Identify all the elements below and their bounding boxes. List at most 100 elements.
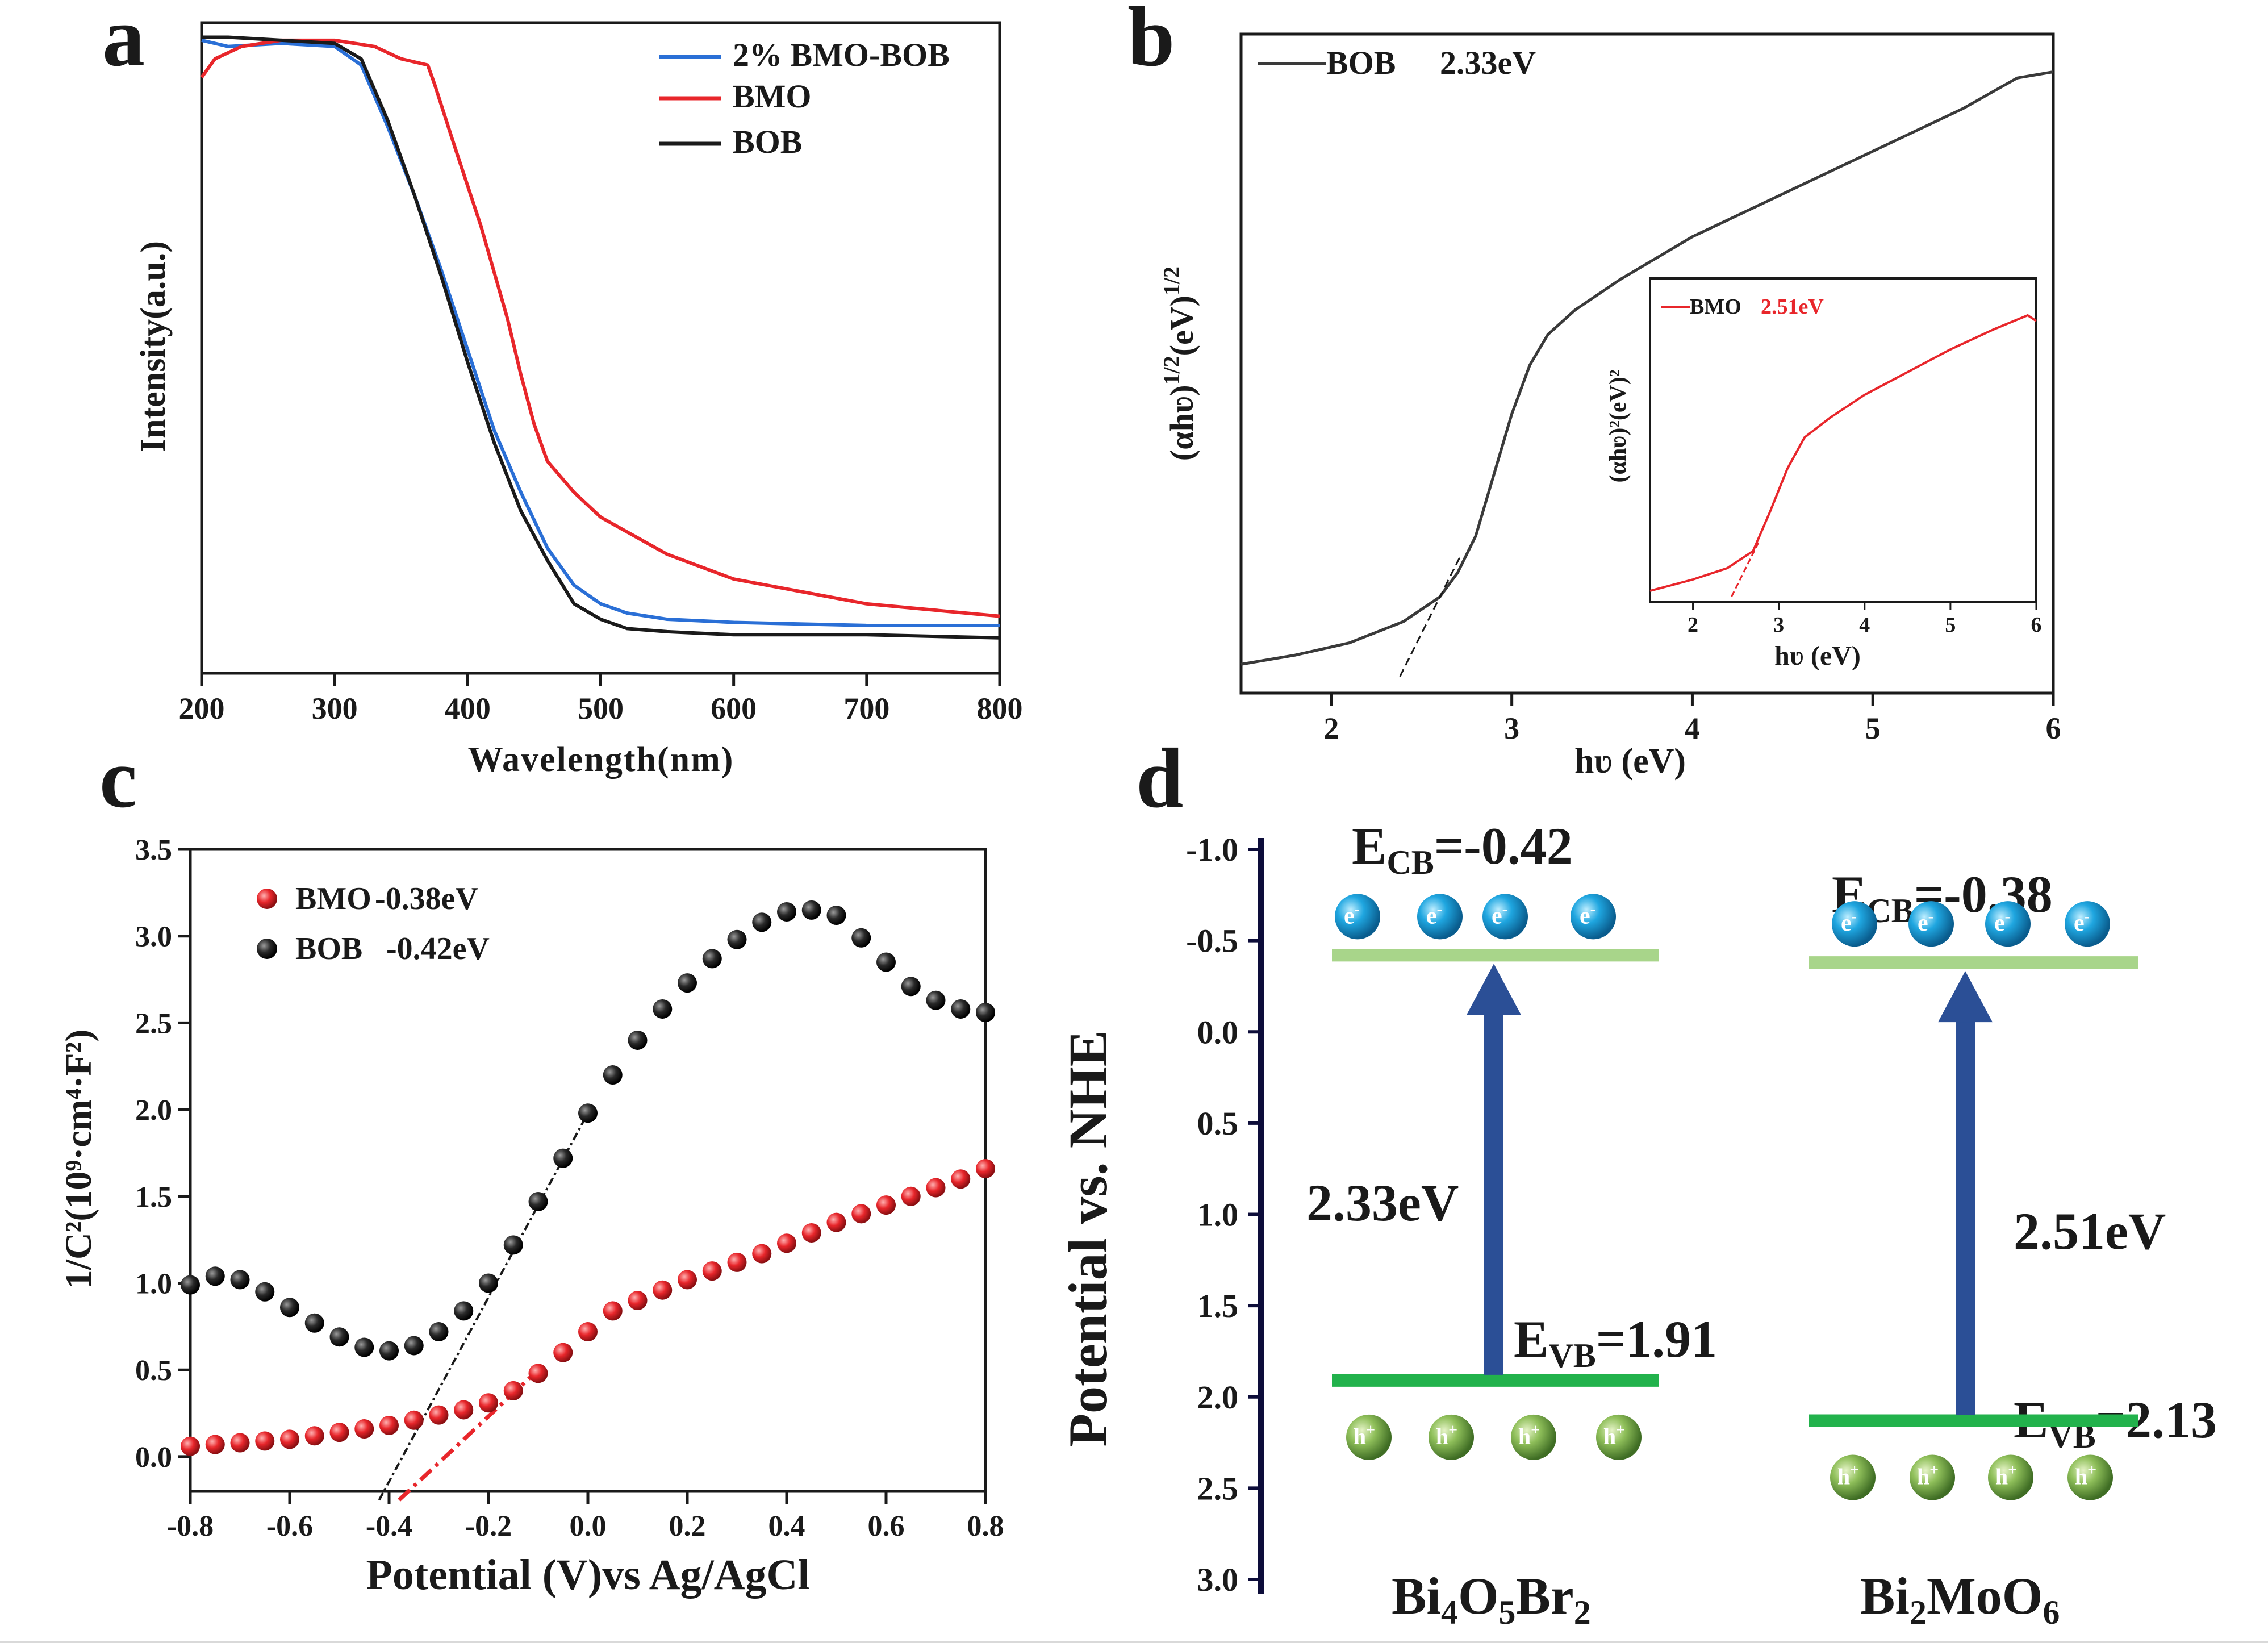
panel-a-ylabel: Intensity(a.u.): [134, 241, 173, 452]
panel-a-label: a: [102, 0, 145, 84]
d-ytick-label: 1.0: [1197, 1196, 1239, 1233]
panel-b-legend: BOB 2.33eV: [1258, 44, 1536, 81]
c-point-bob: [752, 912, 772, 932]
c-point-bob: [230, 1270, 250, 1290]
c-point-bmo: [454, 1400, 474, 1420]
panel-d-ylabel: Potential vs. NHE: [1058, 1030, 1118, 1446]
a-series-line: [201, 38, 1000, 627]
legend-entry-bob: BOB: [733, 123, 803, 160]
c-ytick-label: 2.5: [135, 1007, 172, 1040]
c-point-bmo: [255, 1431, 275, 1451]
c-point-bmo: [752, 1244, 772, 1264]
c-point-bob: [205, 1266, 225, 1286]
b-inset-xtick-label: 3: [1773, 613, 1784, 637]
hole: [1910, 1454, 1955, 1500]
c-point-bob: [503, 1235, 523, 1255]
c-point-bmo: [230, 1433, 250, 1453]
panel-b-label: b: [1127, 0, 1175, 84]
c-point-bob: [429, 1322, 449, 1342]
panel-b-inset-series: [1649, 314, 2037, 597]
c-point-bmo: [727, 1252, 747, 1272]
c-xtick-label: -0.8: [167, 1510, 214, 1542]
b-inset-series-line: [1649, 314, 2037, 592]
c-point-bmo: [901, 1186, 921, 1206]
c-point-bob: [702, 949, 722, 969]
panel-b-series: [1240, 70, 2054, 677]
c-point-bmo: [280, 1429, 299, 1449]
panel-b-ylabel-main: (αhʋ): [1163, 385, 1200, 461]
left-material-name: Bi4O5Br2: [1392, 1567, 1591, 1631]
legend-entry-bmo: BMO: [733, 78, 812, 115]
panel-a-series: [200, 35, 1000, 640]
b-inset-xtick-label: 6: [2031, 613, 2042, 637]
panel-c-legend-bob-name: BOB: [295, 931, 362, 966]
c-point-bob: [951, 999, 971, 1019]
panel-b-frame: [1239, 32, 2055, 695]
c-ytick-label: 0.0: [135, 1441, 172, 1474]
panel-c-series: [181, 900, 995, 1456]
hole: [1346, 1414, 1392, 1460]
b-xtick-label: 6: [2046, 711, 2061, 745]
c-point-bob: [976, 1003, 995, 1023]
c-ytick-label: 3.0: [135, 921, 172, 953]
electron: [1832, 901, 1877, 947]
c-point-bmo: [578, 1322, 598, 1342]
a-xtick-label: 600: [711, 691, 757, 726]
d-ytick-label: 1.5: [1197, 1287, 1239, 1324]
panel-d-axis: -1.0 -0.5 0.0 0.5 1.0 1.5 2.0 2.5 3.0: [1186, 831, 1264, 1598]
panel-b-inset-xlabel: hʋ (eV): [1774, 641, 1861, 671]
c-ytick-label: 2.0: [135, 1094, 172, 1127]
a-xtick-label: 400: [445, 691, 491, 726]
c-point-bmo: [628, 1291, 648, 1311]
a-series-line: [200, 38, 1000, 618]
a-xtick-label: 300: [312, 691, 358, 726]
c-point-bob: [454, 1301, 474, 1321]
c-ytick-label: 1.0: [135, 1268, 172, 1300]
c-point-bmo: [678, 1270, 697, 1290]
c-xtick-label: -0.2: [465, 1510, 512, 1542]
hole: [1429, 1414, 1474, 1460]
panel-b-xlabel: hʋ (eV): [1574, 742, 1686, 781]
c-point-bob: [653, 999, 673, 1019]
b-inset-xtick-label: 4: [1859, 613, 1870, 637]
a-series-line: [202, 35, 1000, 640]
panel-c-axes: -0.8 -0.6 -0.4 -0.2 0.0 0.2 0.4 0.6 0.8 0.0 0.5 1.0…: [135, 834, 1004, 1542]
c-point-bob: [479, 1273, 498, 1293]
hole-label: h+: [1354, 1421, 1375, 1449]
panel-a-xaxis: 200 300 400 500 600 700 800: [179, 673, 1023, 726]
panel-b-legend-name: BOB: [1326, 44, 1396, 81]
hole: [2067, 1454, 2113, 1500]
hole: [1511, 1414, 1556, 1460]
electron: [1571, 894, 1616, 940]
d-arrow-head: [1467, 964, 1521, 1015]
panel-b-inset-frame: [1649, 277, 2037, 603]
b-xtick-label: 3: [1504, 711, 1519, 745]
c-point-bmo: [354, 1419, 374, 1439]
panel-a-xlabel: Wavelength(nm): [468, 740, 734, 779]
c-point-bob: [826, 906, 846, 925]
d-ytick-label: 3.0: [1197, 1561, 1239, 1598]
c-point-bob: [727, 929, 747, 949]
c-xtick-label: 0.0: [570, 1510, 607, 1542]
c-point-bmo: [479, 1393, 498, 1413]
c-point-bob: [255, 1282, 275, 1302]
c-point-bmo: [801, 1223, 821, 1243]
c-point-bmo: [404, 1410, 424, 1430]
panel-c-tangents: [378, 1112, 589, 1502]
panel-b-ylabel-unit: (eV): [1163, 295, 1200, 356]
c-point-bob: [578, 1103, 598, 1123]
hole: [1988, 1454, 2033, 1500]
a-xtick-label: 700: [843, 691, 889, 726]
hole: [1596, 1414, 1642, 1460]
svg-text:(αhʋ)1/2(eV)1/2: (αhʋ)1/2(eV)1/2: [1159, 266, 1200, 461]
electron-label: e-: [1994, 908, 2010, 936]
electron: [1985, 901, 2031, 947]
left-gap-label: 2.33eV: [1306, 1174, 1459, 1232]
panel-c-legend-bmo-value: -0.38eV: [375, 881, 478, 916]
electron: [1482, 894, 1528, 940]
c-ytick-label: 0.5: [135, 1354, 172, 1387]
panel-c-legend: BMO -0.38eV BOB -0.42eV: [257, 881, 490, 966]
band-left: ECB=-0.42 2.33eV EVB=1.91 Bi4O5Br2: [1306, 817, 1717, 1631]
